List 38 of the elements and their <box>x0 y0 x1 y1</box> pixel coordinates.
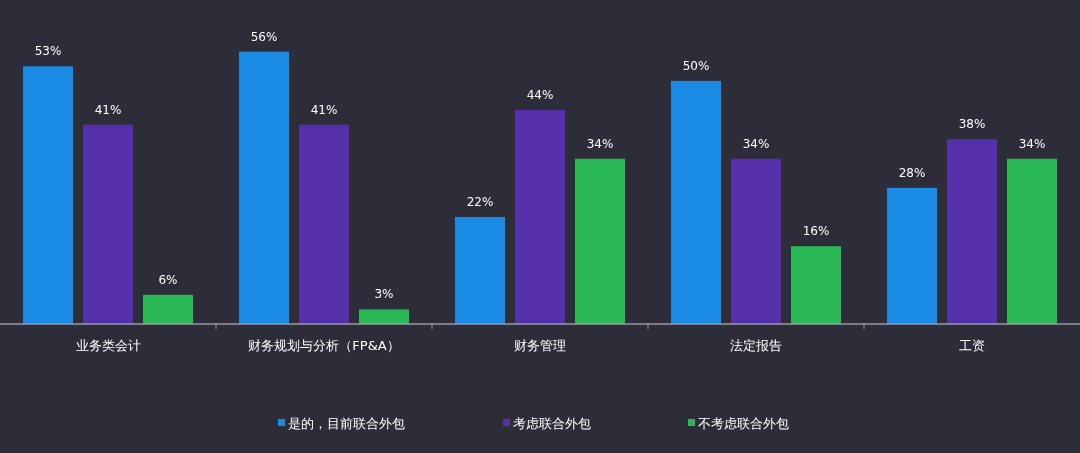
bar <box>1007 158 1057 324</box>
data-label: 53% <box>34 44 62 59</box>
data-label: 3% <box>374 287 394 302</box>
bar <box>455 217 505 324</box>
legend-label: 是的，目前联合外包 <box>288 416 405 431</box>
bar <box>671 80 721 324</box>
data-label: 38% <box>958 117 986 132</box>
bar <box>23 66 73 324</box>
data-label: 41% <box>94 102 122 117</box>
bar <box>791 246 841 324</box>
data-label: 22% <box>466 195 494 210</box>
bar <box>83 124 133 324</box>
data-label: 16% <box>802 224 830 239</box>
x-tick-label: 财务管理 <box>514 338 566 353</box>
data-label: 34% <box>586 136 614 151</box>
bar <box>239 51 289 324</box>
data-label: 6% <box>158 272 178 287</box>
bar <box>515 110 565 324</box>
data-label: 41% <box>310 102 338 117</box>
legend-label: 考虑联合外包 <box>513 416 591 431</box>
data-label: 50% <box>682 58 710 73</box>
bar <box>299 124 349 324</box>
x-tick-label: 业务类会计 <box>75 338 141 353</box>
data-label: 34% <box>1018 136 1046 151</box>
bar <box>359 309 409 324</box>
bar <box>143 294 193 324</box>
x-tick-label: 工资 <box>959 338 985 353</box>
x-tick-label: 财务规划与分析（FP&A） <box>248 338 400 353</box>
bar <box>947 139 997 324</box>
data-label: 56% <box>250 29 278 44</box>
bar <box>887 187 937 324</box>
data-label: 34% <box>742 136 770 151</box>
legend-label: 不考虑联合外包 <box>698 416 789 431</box>
x-tick-label: 法定报告 <box>730 338 782 353</box>
bar <box>575 158 625 324</box>
data-label: 44% <box>526 88 554 103</box>
data-label: 28% <box>898 165 926 180</box>
bar <box>731 158 781 324</box>
